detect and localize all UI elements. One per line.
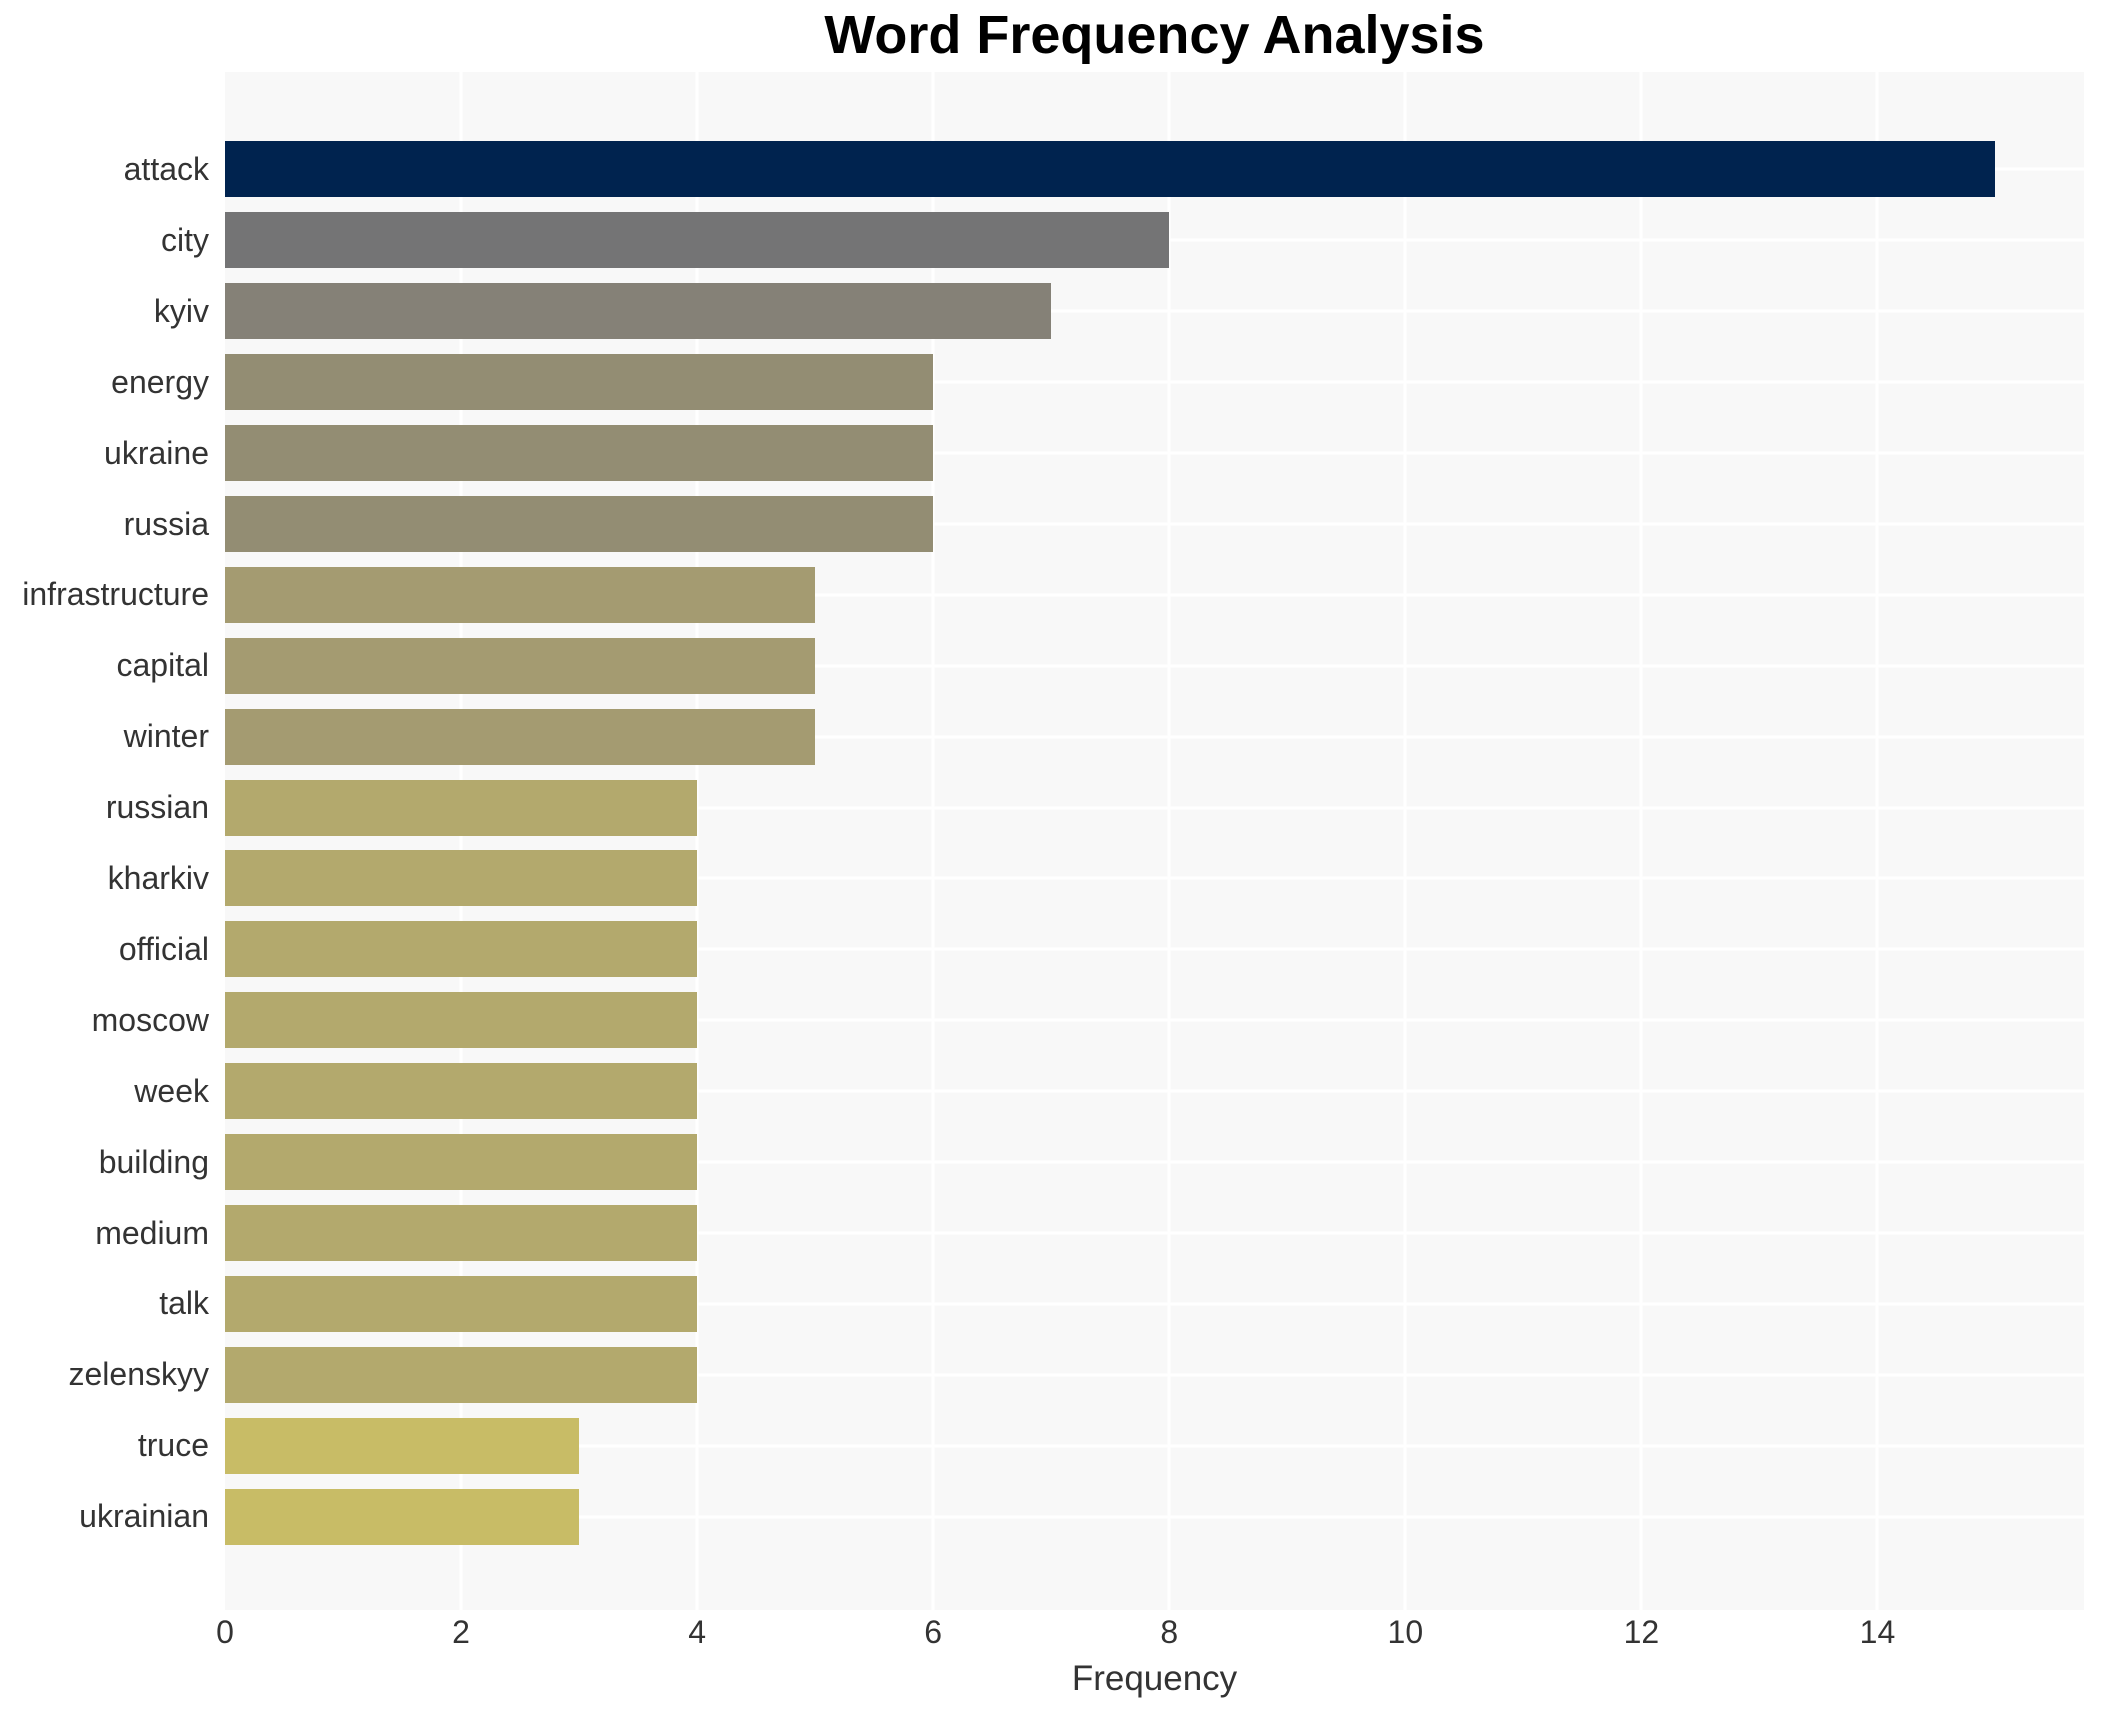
y-tick-label-ukrainian: ukrainian: [79, 1498, 209, 1535]
horizontal-gridline: [225, 1444, 2084, 1448]
vertical-gridline: [1403, 72, 1407, 1610]
vertical-gridline: [1639, 72, 1643, 1610]
bar-talk: [225, 1275, 698, 1332]
bar-medium: [225, 1204, 698, 1261]
bar-kharkiv: [225, 850, 698, 907]
horizontal-gridline: [225, 1160, 2084, 1164]
vertical-gridline: [695, 72, 699, 1610]
horizontal-gridline: [225, 1089, 2084, 1093]
bar-infrastructure: [225, 566, 816, 623]
x-tick-label-12: 12: [1623, 1614, 1660, 1650]
bar-zelenskyy: [225, 1346, 698, 1403]
y-tick-label-attack: attack: [123, 151, 209, 187]
plot-area: [225, 72, 2084, 1610]
bar-week: [225, 1063, 698, 1120]
y-tick-label-capital: capital: [116, 647, 210, 684]
bar-ukrainian: [225, 1488, 580, 1545]
horizontal-gridline: [225, 876, 2084, 880]
horizontal-gridline: [225, 451, 2084, 455]
vertical-gridline: [459, 72, 463, 1610]
bar-kyiv: [225, 283, 1052, 340]
horizontal-gridline: [225, 1302, 2084, 1306]
horizontal-gridline: [225, 522, 2084, 526]
bar-winter: [225, 708, 816, 765]
bar-building: [225, 1134, 698, 1191]
y-tick-label-truce: truce: [137, 1427, 209, 1464]
bar-russian: [225, 779, 698, 836]
horizontal-gridline: [225, 309, 2084, 313]
y-tick-label-kyiv: kyiv: [153, 292, 209, 329]
y-tick-label-medium: medium: [95, 1214, 209, 1251]
y-tick-label-winter: winter: [123, 718, 209, 755]
y-tick-label-zelenskyy: zelenskyy: [68, 1356, 210, 1393]
horizontal-gridline: [225, 593, 2084, 597]
horizontal-gridline: [225, 1515, 2084, 1519]
horizontal-gridline: [225, 380, 2084, 384]
vertical-gridline: [1167, 72, 1171, 1610]
bar-capital: [225, 637, 816, 694]
x-tick-label-2: 2: [452, 1614, 470, 1650]
horizontal-gridline: [225, 1018, 2084, 1022]
x-tick-label-4: 4: [688, 1614, 707, 1650]
horizontal-gridline: [225, 947, 2084, 951]
horizontal-gridline: [225, 806, 2084, 810]
vertical-gridline: [931, 72, 935, 1610]
y-tick-label-moscow: moscow: [91, 1001, 209, 1038]
y-axis-labels: attack city kyiv energy ukraine russia infrast…: [0, 72, 209, 1610]
bar-city: [225, 212, 1170, 269]
bar-russia: [225, 495, 934, 552]
x-tick-label-10: 10: [1387, 1614, 1424, 1650]
y-tick-label-kharkiv: kharkiv: [107, 860, 209, 896]
y-tick-label-talk: talk: [159, 1285, 209, 1322]
x-axis-title: Frequency: [1071, 1659, 1238, 1698]
bar-truce: [225, 1417, 580, 1474]
bar-energy: [225, 354, 934, 411]
x-tick-label-14: 14: [1859, 1614, 1896, 1650]
x-tick-label-6: 6: [924, 1614, 943, 1650]
y-tick-label-russian: russian: [105, 789, 209, 826]
x-axis-ticks: 0 2 4 6 8 10 12 14: [216, 1614, 2084, 1656]
y-tick-label-official: official: [118, 930, 209, 967]
vertical-gridline: [1875, 72, 1879, 1610]
horizontal-gridline: [225, 1373, 2084, 1377]
y-tick-label-week: week: [134, 1072, 209, 1109]
chart-title: Word Frequency Analysis: [824, 5, 1485, 65]
y-tick-label-russia: russia: [123, 505, 209, 542]
bar-official: [225, 921, 698, 978]
horizontal-gridline: [225, 664, 2084, 668]
x-tick-label-0: 0: [216, 1614, 234, 1650]
y-tick-label-building: building: [98, 1143, 209, 1180]
horizontal-gridline: [225, 735, 2084, 739]
horizontal-gridline: [225, 1231, 2084, 1235]
y-tick-label-energy: energy: [111, 363, 209, 400]
bar-attack: [225, 141, 1996, 198]
x-tick-label-8: 8: [1160, 1614, 1179, 1650]
y-tick-label-ukraine: ukraine: [104, 434, 209, 471]
y-tick-label-infrastructure: infrastructure: [22, 576, 209, 613]
y-tick-label-city: city: [161, 221, 209, 258]
bar-ukraine: [225, 425, 934, 482]
bar-moscow: [225, 992, 698, 1049]
